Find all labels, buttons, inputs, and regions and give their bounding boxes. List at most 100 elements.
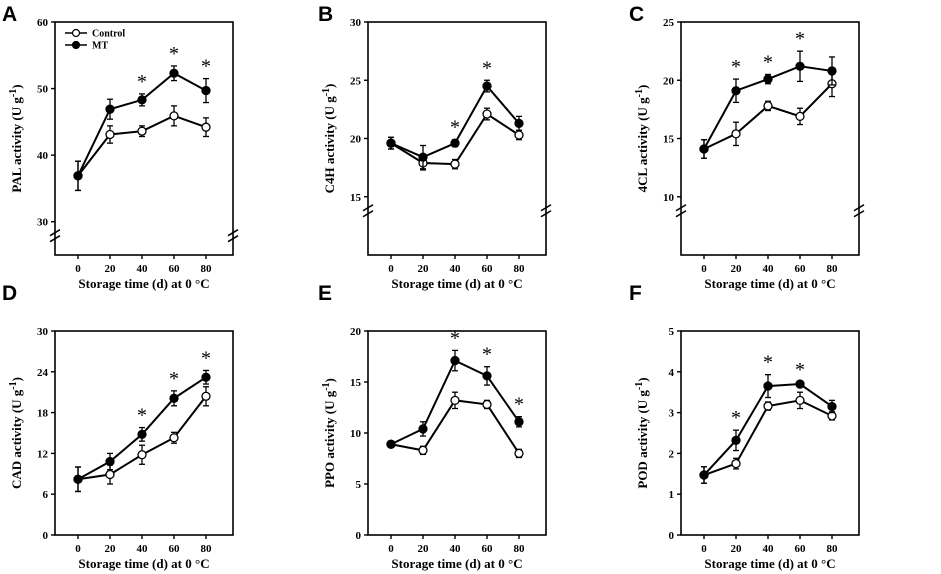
legend-label: Control — [92, 29, 125, 40]
data-point — [105, 104, 115, 114]
data-point — [386, 138, 396, 148]
data-point — [105, 469, 115, 480]
axis-break-mark — [362, 204, 374, 212]
significance-star: * — [482, 57, 492, 79]
significance-star: * — [763, 51, 773, 73]
x-tick-label: 80 — [827, 543, 839, 555]
significance-star: * — [731, 56, 741, 78]
y-axis-label: 4CL activity (U g-1) — [634, 85, 650, 193]
significance-star: * — [731, 407, 741, 429]
series-control — [386, 391, 524, 459]
x-tick-label: 20 — [418, 543, 430, 555]
axis-break-mark — [49, 235, 61, 243]
y-tick-label: 30 — [350, 17, 362, 29]
y-tick-label: 25 — [663, 17, 675, 29]
data-point — [169, 393, 179, 403]
significance-star: * — [763, 352, 773, 374]
y-tick-label: 30 — [37, 326, 49, 338]
data-point — [105, 129, 115, 140]
data-point — [482, 81, 492, 91]
y-tick-label: 0 — [669, 530, 675, 542]
x-tick-label: 60 — [795, 543, 807, 555]
y-tick-label: 20 — [350, 134, 362, 146]
y-tick-label: 5 — [669, 326, 675, 338]
series-line — [703, 83, 833, 150]
data-point — [73, 474, 83, 484]
y-tick-label: 18 — [37, 408, 49, 420]
y-tick-label: 5 — [356, 479, 362, 491]
x-tick-label: 0 — [75, 263, 81, 275]
data-point — [169, 111, 179, 121]
data-point — [201, 372, 211, 382]
y-tick-label: 30 — [37, 217, 49, 229]
y-tick-label: 10 — [663, 192, 675, 204]
data-point — [763, 401, 773, 411]
data-point — [482, 371, 492, 381]
data-point — [699, 144, 709, 154]
significance-star: * — [169, 368, 179, 390]
significance-star: * — [795, 28, 805, 50]
data-point — [201, 122, 211, 132]
significance-star: * — [169, 43, 179, 65]
plot-frame — [54, 330, 234, 536]
x-tick-label: 80 — [201, 263, 213, 275]
data-point — [795, 111, 805, 122]
series-control — [73, 105, 211, 192]
data-point — [73, 171, 83, 181]
data-point — [514, 448, 524, 459]
y-tick-label: 15 — [350, 192, 362, 204]
legend-label: MT — [92, 41, 108, 52]
data-point — [731, 129, 741, 139]
series-mt — [73, 369, 211, 493]
x-tick-label: 80 — [514, 543, 526, 555]
y-axis-label: PAL activity (U g-1) — [8, 84, 24, 192]
panel-label: A — [2, 3, 17, 26]
data-point — [763, 101, 773, 111]
significance-star: * — [450, 327, 460, 349]
y-tick-label: 3 — [669, 408, 675, 420]
x-tick-label: 80 — [827, 263, 839, 275]
y-tick-label: 10 — [350, 428, 362, 440]
panel-label: C — [629, 3, 644, 26]
y-tick-label: 2 — [669, 448, 675, 460]
significance-star: * — [137, 71, 147, 93]
data-point — [137, 126, 147, 136]
y-tick-label: 1 — [669, 489, 675, 501]
panel-label: D — [2, 282, 17, 305]
x-axis-label: Storage time (d) at 0 °C — [704, 556, 835, 571]
series-control — [73, 386, 211, 493]
y-tick-label: 15 — [350, 377, 362, 389]
data-point — [105, 456, 115, 467]
series-mt — [699, 374, 837, 484]
x-tick-label: 20 — [731, 543, 743, 555]
significance-star: * — [201, 347, 211, 369]
data-point — [450, 138, 460, 148]
y-tick-label: 12 — [37, 448, 49, 460]
x-axis-label: Storage time (d) at 0 °C — [391, 556, 522, 571]
data-point — [827, 66, 837, 76]
series-line — [703, 399, 833, 476]
data-point — [514, 130, 524, 140]
x-tick-label: 60 — [482, 543, 494, 555]
legend-marker — [71, 28, 81, 38]
y-tick-label: 25 — [350, 75, 362, 87]
x-axis-label: Storage time (d) at 0 °C — [704, 276, 835, 291]
x-tick-label: 20 — [731, 263, 743, 275]
data-point — [699, 470, 709, 480]
data-point — [450, 355, 460, 366]
legend-marker — [71, 40, 81, 50]
x-tick-label: 40 — [450, 263, 462, 275]
x-tick-label: 40 — [137, 543, 149, 555]
y-tick-label: 15 — [663, 134, 675, 146]
series-line — [77, 114, 207, 177]
data-point — [450, 159, 460, 169]
x-tick-label: 0 — [701, 543, 707, 555]
data-point — [418, 424, 428, 434]
series-mt — [699, 50, 837, 159]
x-tick-label: 20 — [105, 263, 117, 275]
data-point — [201, 391, 211, 401]
axis-break-mark — [49, 229, 61, 237]
